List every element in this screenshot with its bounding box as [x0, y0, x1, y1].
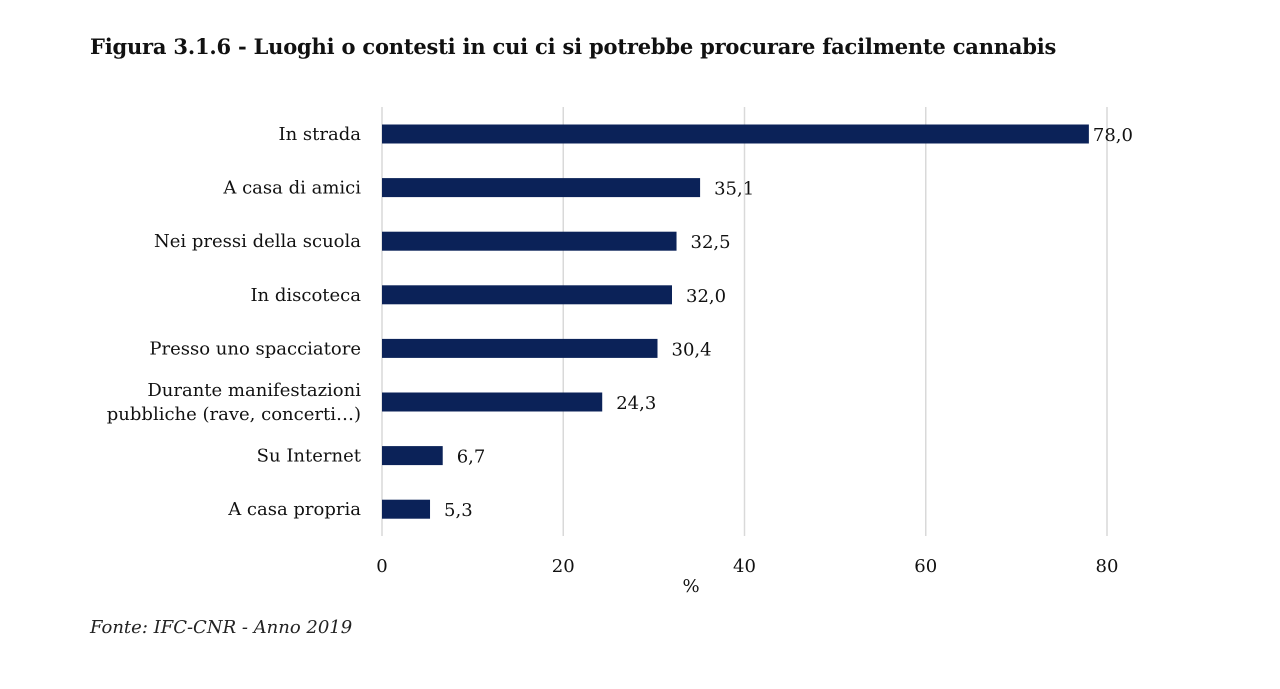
- value-label: 6,7: [457, 447, 486, 468]
- figure-title: Figura 3.1.6 - Luoghi o contesti in cui …: [90, 34, 1057, 59]
- category-label: In strada: [279, 124, 362, 145]
- value-label: 5,3: [444, 500, 473, 521]
- x-tick-label: 60: [914, 556, 937, 577]
- value-label: 32,0: [686, 286, 726, 307]
- bar: [382, 392, 603, 412]
- x-tick-label: 0: [376, 556, 387, 577]
- bars: [382, 124, 1089, 519]
- x-axis-title: %: [682, 576, 699, 597]
- bar: [382, 446, 443, 466]
- x-tick-label: 20: [552, 556, 575, 577]
- category-label: Presso uno spacciatore: [149, 338, 361, 359]
- category-label: A casa propria: [227, 499, 361, 520]
- category-label: A casa di amici: [222, 178, 361, 199]
- bar: [382, 285, 672, 305]
- bar: [382, 178, 701, 198]
- bar: [382, 231, 677, 251]
- category-label: Durante manifestazioni: [147, 380, 361, 401]
- value-label: 32,5: [691, 232, 731, 253]
- x-axis: 0 20 40 60 80: [376, 556, 1118, 577]
- bar: [382, 499, 431, 519]
- value-label: 35,1: [714, 179, 754, 200]
- category-label: pubbliche (rave, concerti…): [107, 404, 361, 425]
- value-label: 78,0: [1093, 125, 1133, 146]
- bar: [382, 338, 658, 358]
- category-labels: In strada A casa di amici Nei pressi della…: [107, 124, 362, 520]
- value-label: 24,3: [616, 393, 656, 414]
- category-label: Nei pressi della scuola: [154, 231, 361, 252]
- value-label: 30,4: [672, 339, 712, 360]
- value-labels: 78,0 35,1 32,5 32,0 30,4 24,3 6,7 5,3: [444, 125, 1133, 521]
- x-tick-label: 40: [733, 556, 756, 577]
- x-tick-label: 80: [1096, 556, 1119, 577]
- gridlines: [381, 107, 1108, 536]
- category-label: Su Internet: [257, 446, 362, 467]
- source-note: Fonte: IFC-CNR - Anno 2019: [90, 617, 353, 638]
- bar: [382, 124, 1089, 144]
- category-label: In discoteca: [250, 285, 361, 306]
